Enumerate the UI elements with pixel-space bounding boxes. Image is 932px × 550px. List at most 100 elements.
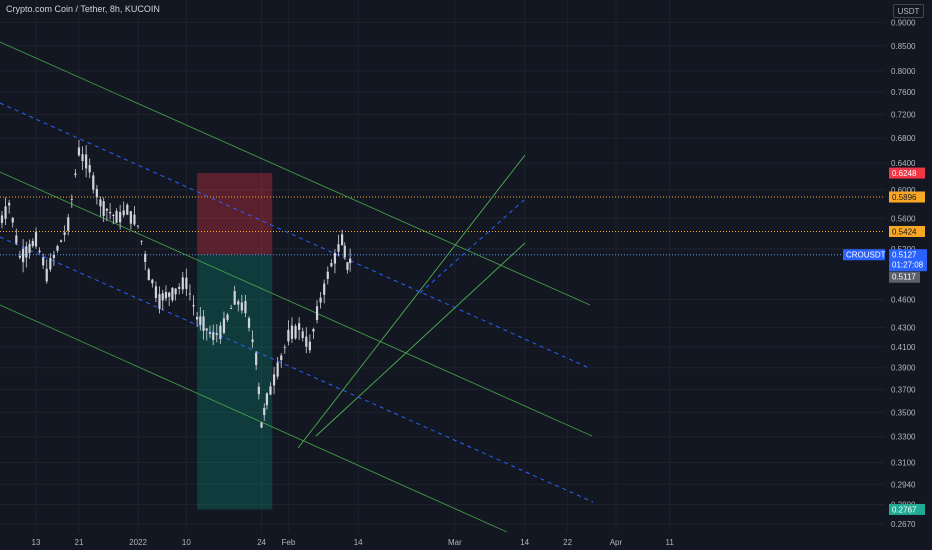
- candle-body: [102, 201, 105, 216]
- stop-price-label-box: [889, 167, 925, 179]
- candle-body: [11, 217, 14, 223]
- candle-body: [22, 248, 25, 263]
- candle-body: [308, 341, 311, 351]
- candle-body: [154, 286, 158, 298]
- candle-body: [136, 225, 140, 227]
- candle-body: [168, 292, 171, 297]
- entry-line-label: 0.5424: [892, 227, 917, 236]
- time-axis[interactable]: 13 21 2022 10 24 Feb 14 Mar 14 22 Apr 11: [0, 532, 932, 550]
- candle-body: [255, 352, 258, 366]
- candle-body: [219, 325, 222, 340]
- candle-body: [330, 263, 333, 267]
- candle-body: [212, 332, 215, 340]
- price-labels: 0.6248 0.5896 0.5424 0.2767 CROUSDT 0.512701:…: [843, 167, 927, 515]
- candle-body: [74, 173, 77, 175]
- candle-body: [144, 253, 147, 262]
- time-axis-background: [0, 532, 932, 550]
- time-tick-label: Mar: [448, 538, 462, 547]
- candle-body: [115, 210, 118, 223]
- candle-body: [63, 232, 66, 235]
- channel-line[interactable]: [0, 304, 508, 533]
- position-zones[interactable]: [197, 173, 273, 510]
- candle-body: [181, 277, 184, 290]
- symbol-tag-box: [843, 249, 885, 261]
- candle-body: [283, 346, 286, 348]
- candle-body: [233, 291, 236, 305]
- candle-body: [28, 243, 31, 254]
- candle-body: [272, 374, 276, 386]
- dashed-median-line[interactable]: [0, 102, 588, 368]
- candle-body: [192, 305, 195, 307]
- currency-button[interactable]: USDT: [893, 4, 924, 18]
- candle-body: [151, 279, 154, 284]
- price-tick-label: 0.6800: [891, 134, 916, 143]
- price-tick-label: 0.6400: [891, 159, 916, 168]
- candle-body: [326, 271, 329, 279]
- horizontal-lines[interactable]: [0, 196, 885, 256]
- candle-body: [346, 262, 349, 270]
- candle-body: [333, 252, 337, 264]
- price-tick-label: 0.4300: [891, 323, 916, 332]
- candle-body: [240, 302, 243, 311]
- symbol-tag: CROUSDT: [846, 251, 886, 260]
- candle-body: [126, 204, 129, 215]
- stop-loss-zone[interactable]: [197, 173, 273, 255]
- upper-line-label-box: [889, 191, 925, 203]
- channel-line[interactable]: [0, 41, 591, 306]
- time-tick-label: 14: [354, 538, 363, 547]
- candle-body: [349, 258, 352, 264]
- candle-body: [77, 147, 81, 156]
- candle-body: [8, 202, 11, 206]
- price-tick-label: 0.7200: [891, 110, 916, 119]
- candle-body: [59, 240, 63, 242]
- candle-body: [95, 188, 98, 198]
- time-tick-label: 10: [182, 538, 191, 547]
- trend-drawings[interactable]: [0, 41, 594, 533]
- candle-body: [205, 328, 208, 331]
- rising-channel-upper[interactable]: [297, 154, 526, 449]
- candle-body: [147, 269, 150, 281]
- time-tick-label: 21: [75, 538, 84, 547]
- candle-body: [280, 355, 283, 361]
- time-tick-label: Feb: [281, 538, 295, 547]
- grid: [0, 0, 885, 532]
- candle-body: [290, 325, 294, 339]
- candle-body: [269, 386, 272, 395]
- candle-body: [88, 165, 91, 173]
- price-tick-label: 0.3500: [891, 408, 916, 417]
- candle-body: [263, 407, 266, 416]
- price-tick-label: 0.6000: [891, 186, 916, 195]
- candle-body: [140, 240, 143, 242]
- candle-body: [343, 245, 346, 258]
- candle-body: [109, 211, 112, 214]
- candle-body: [67, 217, 70, 231]
- candle-body: [188, 293, 192, 295]
- candle-body: [171, 287, 174, 301]
- candle-body: [112, 214, 115, 216]
- price-tick-label: 0.9000: [891, 18, 916, 27]
- price-tick-label: 0.4100: [891, 343, 916, 352]
- candle-body: [34, 232, 38, 247]
- rising-channel-lower[interactable]: [315, 242, 526, 437]
- target-price-label-box: [889, 503, 925, 515]
- price-tick-label: 0.8500: [891, 42, 916, 51]
- candle-body: [323, 283, 326, 295]
- candle-body: [257, 386, 260, 395]
- candle-body: [38, 250, 41, 253]
- candle-body: [15, 235, 18, 244]
- candles: [0, 139, 352, 429]
- candle-body: [340, 234, 344, 246]
- candle-body: [298, 323, 301, 330]
- candle-body: [25, 246, 28, 258]
- candle-body: [319, 297, 322, 303]
- price-tick-label: 0.3300: [891, 433, 916, 442]
- candle-body: [337, 244, 340, 252]
- price-tick-label: 0.2940: [891, 480, 916, 489]
- candle-body: [122, 210, 125, 216]
- candle-body: [247, 318, 251, 328]
- time-tick-label: 22: [563, 538, 572, 547]
- channel-line[interactable]: [0, 171, 593, 437]
- candle-body: [161, 293, 164, 301]
